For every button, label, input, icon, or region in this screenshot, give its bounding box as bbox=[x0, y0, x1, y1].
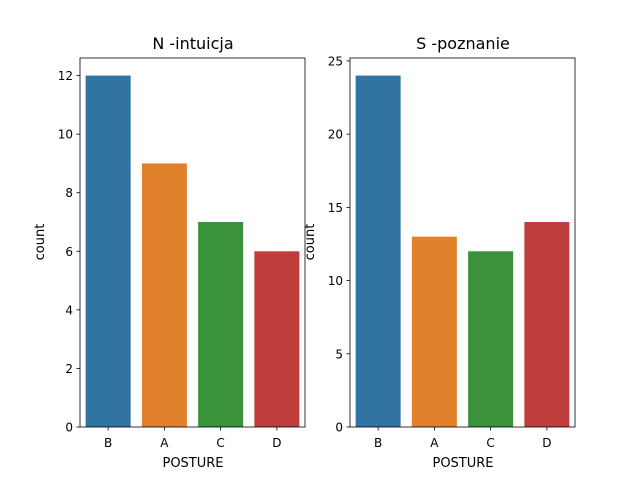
chart-panel-n-intuicja: N -intuicja POSTURE count 0 2 4 6 8 10 12 B A C D bbox=[33, 34, 306, 471]
bar-b bbox=[85, 75, 131, 428]
x-tick-label: C bbox=[216, 436, 224, 450]
y-axis-label: count bbox=[33, 224, 48, 261]
y-tick-label: 25 bbox=[328, 54, 343, 68]
y-tick-label: 10 bbox=[58, 128, 73, 142]
y-axis-label: count bbox=[303, 224, 318, 261]
x-tick-label: C bbox=[486, 436, 494, 450]
bar-d bbox=[254, 251, 300, 427]
x-tick-label: A bbox=[160, 436, 169, 450]
chart-panel-s-poznanie: S -poznanie POSTURE count 0 5 10 15 20 25 B A C D bbox=[303, 34, 576, 471]
bar-a bbox=[411, 236, 457, 427]
y-tick-label: 2 bbox=[65, 362, 73, 376]
bar-c bbox=[198, 222, 244, 427]
plot-frame bbox=[79, 57, 306, 428]
y-tick-label: 0 bbox=[65, 421, 73, 435]
y-tick-label: 6 bbox=[65, 245, 73, 259]
y-tick-label: 4 bbox=[65, 303, 73, 317]
y-tick-label: 8 bbox=[65, 186, 73, 200]
x-axis-label: POSTURE bbox=[432, 456, 493, 471]
x-tick-label: D bbox=[542, 436, 551, 450]
x-tick-label: B bbox=[104, 436, 112, 450]
bar-c bbox=[468, 251, 514, 427]
bar-d bbox=[524, 222, 570, 427]
y-tick-label: 0 bbox=[335, 421, 343, 435]
chart-title: S -poznanie bbox=[416, 34, 510, 53]
chart-title: N -intuicja bbox=[152, 34, 233, 53]
y-tick-label: 10 bbox=[328, 274, 343, 288]
x-tick-label: A bbox=[430, 436, 439, 450]
x-tick-label: B bbox=[374, 436, 382, 450]
y-tick-label: 20 bbox=[328, 128, 343, 142]
bar-a bbox=[141, 163, 187, 427]
y-tick-label: 5 bbox=[335, 347, 343, 361]
x-tick-label: D bbox=[272, 436, 281, 450]
x-axis-label: POSTURE bbox=[162, 456, 223, 471]
y-tick-label: 15 bbox=[328, 201, 343, 215]
bar-b bbox=[355, 75, 401, 428]
plot-frame bbox=[349, 57, 576, 428]
y-tick-label: 12 bbox=[58, 69, 73, 83]
